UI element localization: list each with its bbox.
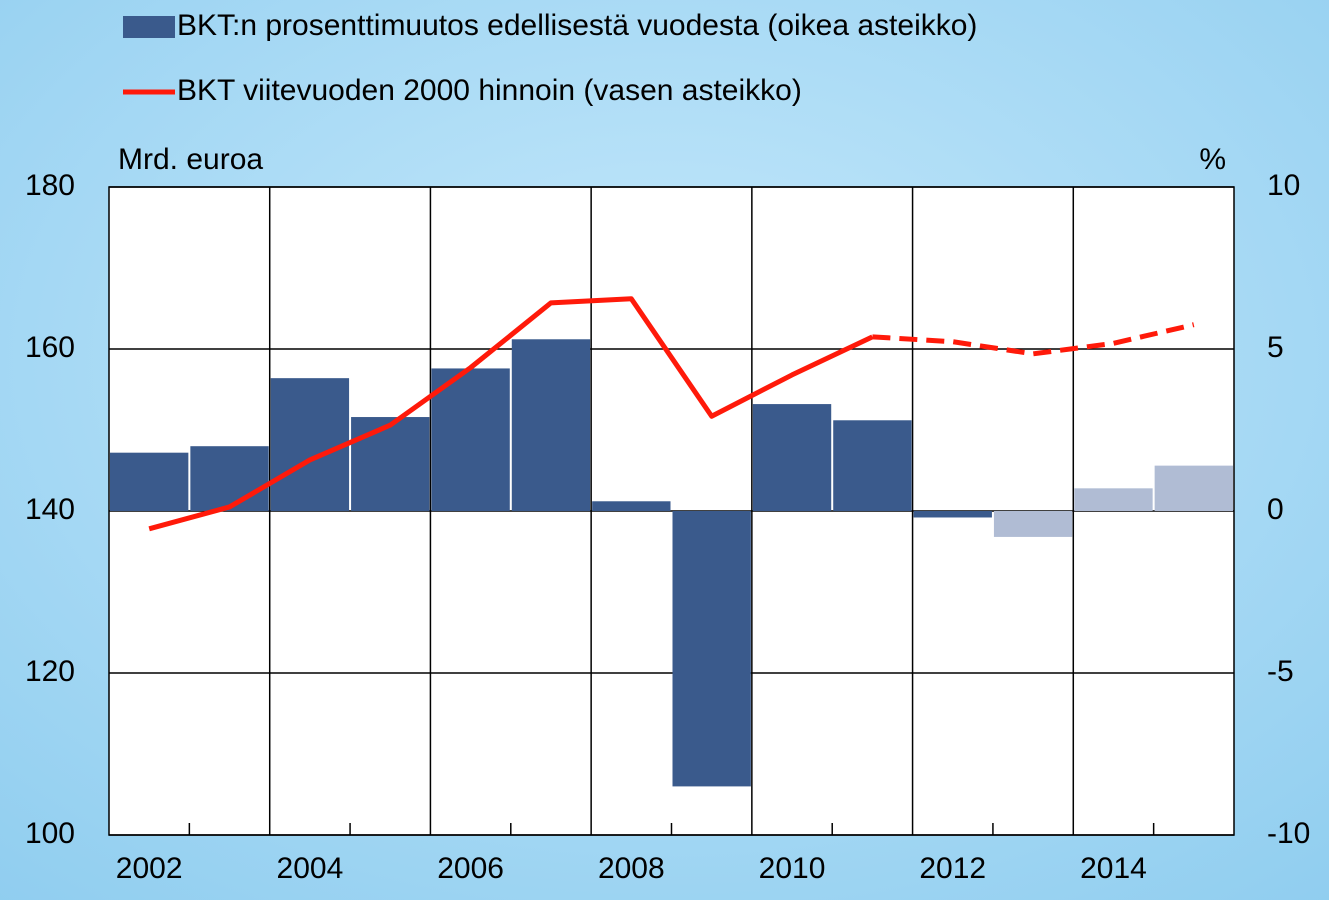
bar [190,446,269,511]
y2-tick-label: -10 [1267,817,1310,850]
legend-swatch [123,16,175,38]
legend-label: BKT viitevuoden 2000 hinnoin (vasen aste… [177,74,802,107]
y-tick-label: 160 [25,331,75,364]
legend-label: BKT:n prosenttimuutos edellisestä vuodes… [177,9,977,42]
x-tick-label: 2002 [116,852,183,885]
x-tick-label: 2012 [919,852,986,885]
bar [351,417,430,511]
y2-tick-label: 5 [1267,331,1284,364]
bar [270,378,350,511]
y-tick-label: 100 [25,817,75,850]
line [148,296,874,532]
y-tick-label: 140 [25,493,75,526]
x-tick-label: 2010 [759,852,826,885]
line [872,322,1195,357]
bar [511,339,591,511]
y2-axis-label: % [1199,143,1226,176]
plot-border [108,186,1235,836]
bar [592,501,671,511]
y2-tick-label: 0 [1267,493,1284,526]
bar [110,452,189,511]
bar [672,511,751,787]
bar [431,368,510,511]
bar [752,404,832,511]
x-tick-label: 2014 [1080,852,1147,885]
bar [993,511,1073,537]
x-tick-label: 2004 [277,852,344,885]
y-axis-label: Mrd. euroa [118,143,263,176]
y-tick-label: 180 [25,169,75,202]
bar [913,511,992,518]
x-tick-label: 2006 [437,852,504,885]
bar [1074,488,1153,511]
y2-tick-label: -5 [1267,655,1294,688]
bar [833,420,912,511]
bar [1154,465,1233,511]
y2-tick-label: 10 [1267,169,1300,202]
y-tick-label: 120 [25,655,75,688]
x-tick-label: 2008 [598,852,665,885]
